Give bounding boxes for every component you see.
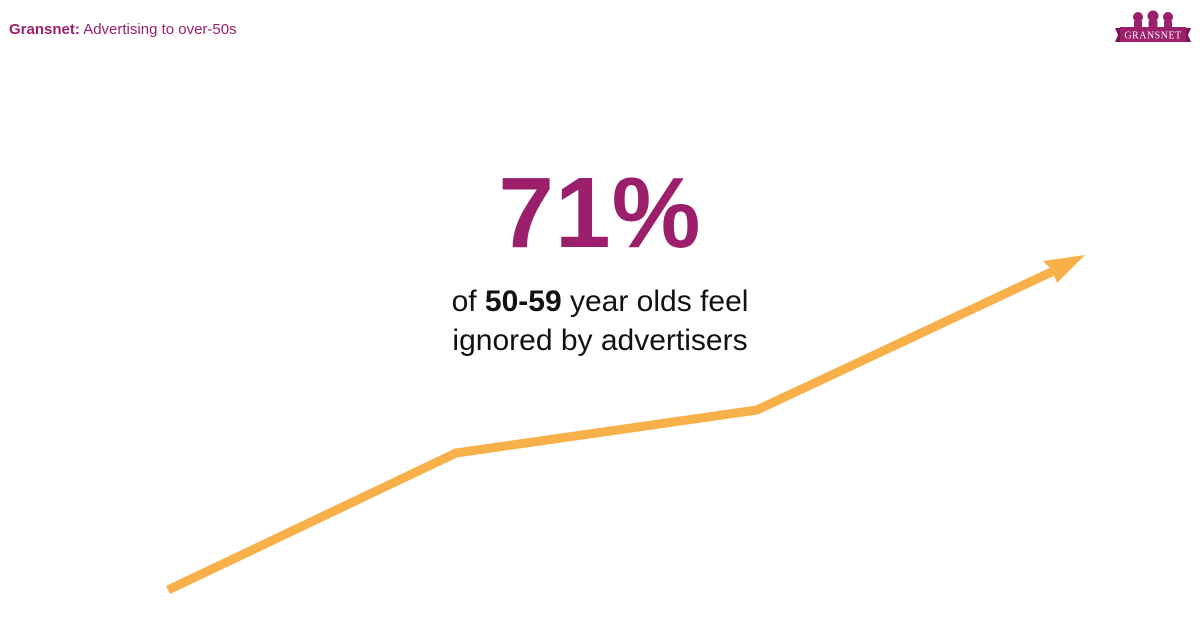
- slide-header: Gransnet: Advertising to over-50s: [9, 21, 237, 38]
- caption-line-1: of 50-59 year olds feel: [0, 282, 1200, 321]
- trend-line: [166, 263, 1062, 595]
- caption-line-2: ignored by advertisers: [452, 324, 748, 357]
- header-subtitle: Advertising to over-50s: [83, 21, 237, 38]
- header-brand: Gransnet:: [9, 21, 80, 38]
- headline-statistic: 71%: [498, 157, 702, 269]
- gransnet-logo: GRANSNET: [1115, 10, 1191, 42]
- logo-text: GRANSNET: [1124, 31, 1181, 42]
- caption-suffix: year olds feel: [561, 285, 749, 318]
- caption-age-range: 50-59: [484, 285, 562, 318]
- statistic-caption: of 50-59 year olds feel ignored by adver…: [0, 282, 1200, 360]
- arrow-head-icon: [1043, 255, 1085, 283]
- three-heads-logo-icon: [1133, 10, 1173, 28]
- caption-prefix: of: [451, 285, 485, 318]
